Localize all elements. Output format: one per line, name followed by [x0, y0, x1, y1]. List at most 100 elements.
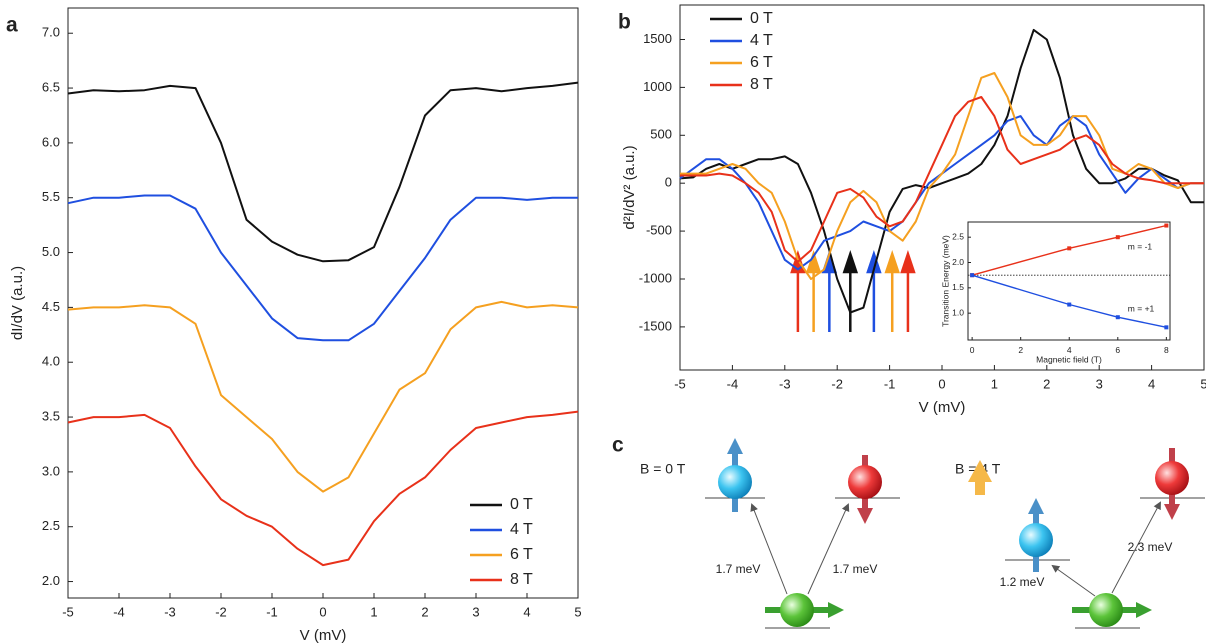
series-line [67, 300, 579, 493]
spin-arrow [1164, 504, 1180, 520]
x-tick-label: 2 [1043, 376, 1050, 391]
y-tick-label: 2.0 [952, 257, 964, 267]
chart: 0 2 4 6 8 1.0 1.5 2.0 2.5 Magnetic field (T) Trans… [940, 221, 1171, 364]
x-tick-label: 8 [1164, 345, 1169, 355]
series-line [680, 72, 1204, 280]
field-label: B = 0 T [640, 461, 686, 477]
y-tick-label: -1000 [639, 270, 672, 285]
plot-area [67, 7, 579, 599]
y-tick-label: 0 [665, 175, 672, 190]
y-axis-label: dI/dV (a.u.) [9, 266, 26, 340]
series-line [971, 224, 1167, 276]
legend-label: 4 T [750, 32, 773, 49]
peak-arrow [884, 250, 900, 332]
spin-arrow [1028, 498, 1044, 514]
x-tick-label: -5 [674, 376, 686, 391]
series-line [67, 81, 579, 263]
x-tick-label: 4 [523, 604, 530, 619]
x-axis-label: V (mV) [300, 627, 347, 643]
y-tick-label: 2.0 [42, 573, 60, 588]
data-point [970, 273, 975, 278]
legend-label: 6 T [750, 54, 773, 71]
data-point [1067, 246, 1072, 251]
peak-arrow [805, 250, 822, 332]
spin-arrow [727, 438, 743, 454]
x-tick-label: 3 [472, 604, 479, 619]
x-tick-label: -3 [164, 604, 176, 619]
transition-arrow [1111, 501, 1161, 594]
spin [1019, 523, 1053, 557]
spin [1089, 593, 1123, 627]
y-tick-label: 1.5 [952, 282, 964, 292]
x-tick-label: 2 [421, 604, 428, 619]
chart: a -5 -4 -3 -2 -1 0 1 2 3 4 5 2.0 2.5 3.0 3.5 4.0 4.5 5.0 5.… [6, 7, 582, 643]
x-axis-label: Magnetic field (T) [1036, 354, 1102, 364]
x-tick-label: 1 [370, 604, 377, 619]
series-line [971, 274, 1167, 328]
data-point [1067, 302, 1072, 307]
x-tick-label: -4 [727, 376, 739, 391]
y-tick-label: 3.0 [42, 463, 60, 478]
x-tick-label: -2 [215, 604, 227, 619]
x-tick-label: -2 [831, 376, 843, 391]
peak-arrow [842, 250, 859, 332]
y-axis-label: d²I/dV² (a.u.) [621, 145, 638, 229]
y-tick-label: -500 [646, 223, 672, 238]
peak-arrow [900, 250, 916, 332]
series-label: m = -1 [1128, 241, 1153, 251]
spin [1155, 461, 1189, 495]
y-tick-label: 6.0 [42, 134, 60, 149]
energy-label: 1.7 meV [716, 562, 761, 576]
x-tick-label: 1 [991, 376, 998, 391]
y-tick-label: 6.5 [42, 79, 60, 94]
series-line [67, 194, 578, 342]
x-tick-label: 2 [1018, 345, 1023, 355]
panel-label: c [612, 434, 624, 457]
legend-label: 8 T [750, 76, 773, 93]
x-tick-label: 4 [1148, 376, 1155, 391]
legend-label: 4 T [510, 521, 533, 538]
y-tick-label: 1000 [643, 79, 672, 94]
x-tick-label: 3 [1096, 376, 1103, 391]
y-tick-label: 4.0 [42, 354, 60, 369]
legend-label: 0 T [750, 10, 773, 27]
x-tick-label: 4 [1067, 345, 1072, 355]
data-point [1115, 235, 1120, 240]
spin-arrow [857, 508, 873, 524]
y-tick-label: 500 [650, 127, 672, 142]
series-line [67, 410, 579, 567]
series-line [680, 96, 1204, 263]
level-diagram: c B = 0 T 1.7 meV 1.7 meV B = 4 T 1.2 me… [612, 434, 1205, 629]
x-axis-label: V (mV) [919, 399, 966, 416]
energy-label: 1.7 meV [833, 562, 878, 576]
panel-label: a [6, 14, 18, 37]
data-point [1164, 223, 1169, 228]
x-tick-label: 0 [970, 345, 975, 355]
y-tick-label: 5.0 [42, 244, 60, 259]
spin [848, 465, 882, 499]
y-axis-label: Transition Energy (meV) [940, 235, 950, 327]
data-point [1164, 325, 1169, 330]
y-tick-label: -1500 [639, 318, 672, 333]
x-tick-label: -4 [113, 604, 125, 619]
panel-label: b [618, 11, 631, 34]
plot-area [967, 221, 1171, 341]
x-tick-label: 5 [574, 604, 581, 619]
legend-label: 8 T [510, 571, 533, 588]
legend-label: 6 T [510, 546, 533, 563]
spin-arrow [1136, 602, 1152, 618]
y-tick-label: 1.0 [952, 307, 964, 317]
transition-arrow [807, 503, 850, 595]
x-tick-label: -5 [62, 604, 74, 619]
x-tick-label: 5 [1200, 376, 1206, 391]
spin-arrow [828, 602, 844, 618]
spin [780, 593, 814, 627]
y-tick-label: 1500 [643, 31, 672, 46]
x-tick-label: -1 [266, 604, 278, 619]
data-point [1115, 315, 1120, 320]
series-label: m = +1 [1128, 303, 1155, 313]
y-tick-label: 7.0 [42, 25, 60, 40]
y-tick-label: 5.5 [42, 189, 60, 204]
transition-arrow [1051, 564, 1096, 597]
x-tick-label: 0 [938, 376, 945, 391]
